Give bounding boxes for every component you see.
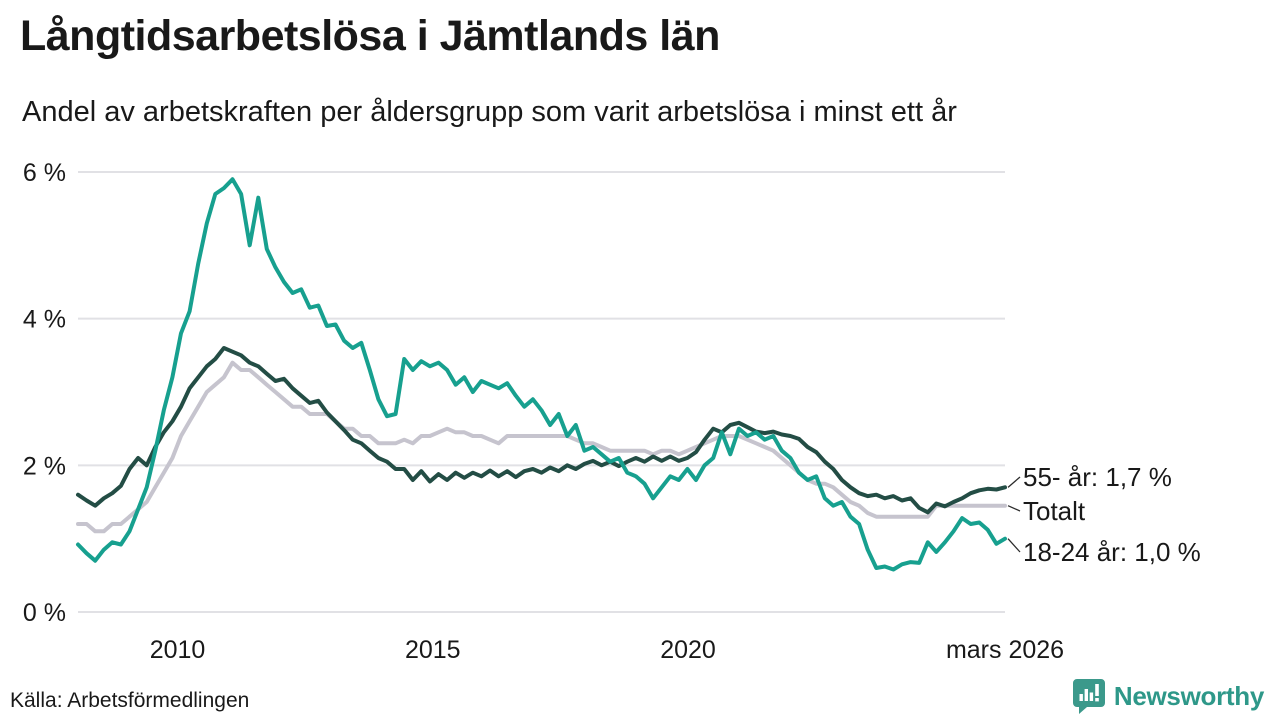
y-tick-label: 0 % (23, 599, 66, 627)
series-line-totalt (76, 360, 1007, 534)
x-tick-label: 2015 (405, 636, 461, 664)
label-connector (1007, 538, 1021, 553)
label-connector (1007, 505, 1021, 512)
series-line-55-r (76, 346, 1007, 515)
x-tick-label: 2020 (660, 636, 716, 664)
y-tick-label: 6 % (23, 159, 66, 187)
chart-title: Långtidsarbetslösa i Jämtlands län (20, 12, 720, 60)
newsworthy-logo: Newsworthy (1072, 678, 1264, 714)
source-note: Källa: Arbetsförmedlingen (10, 689, 250, 712)
x-tick-label: 2010 (150, 636, 206, 664)
series-label-55-ar: 55- år: 1,7 % (1023, 462, 1172, 492)
label-connector (1007, 476, 1021, 488)
newsworthy-wordmark: Newsworthy (1113, 680, 1264, 711)
y-tick-label: 4 % (23, 306, 66, 334)
series-label-18-24-ar: 18-24 år: 1,0 % (1023, 537, 1201, 567)
chart-subtitle: Andel av arbetskraften per åldersgrupp s… (22, 96, 957, 128)
series-line-18-24-r (76, 177, 1007, 572)
series-label-totalt: Totalt (1023, 496, 1086, 526)
x-tick-label: mars 2026 (946, 636, 1064, 664)
newsworthy-icon (1072, 678, 1106, 714)
y-tick-label: 2 % (23, 452, 66, 480)
